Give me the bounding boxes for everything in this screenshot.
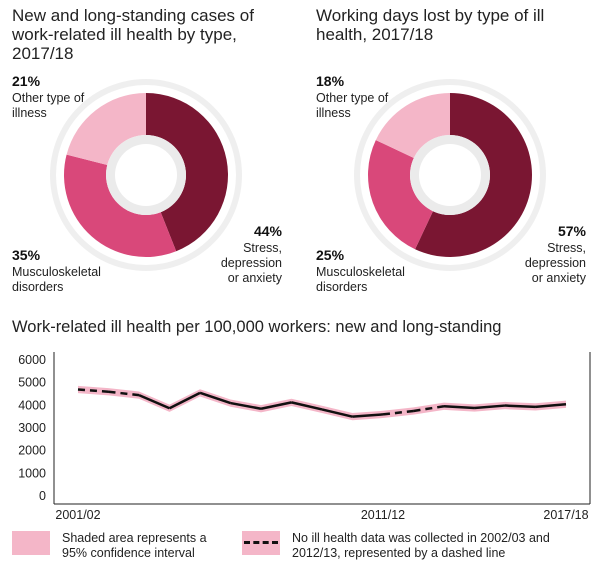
pie2-slice-1: [368, 140, 433, 250]
pie1-stress-pct: 44%: [253, 223, 282, 239]
pie2-stress-pct: 57%: [557, 223, 586, 239]
y-tick-label-3: 3000: [18, 421, 46, 435]
line-segment-13: [474, 404, 506, 410]
line-segment-0: [77, 388, 109, 393]
pie2-msk-pct: 25%: [316, 247, 345, 263]
line-segment-11: [413, 405, 445, 413]
line-chart-title: Work-related ill health per 100,000 work…: [12, 318, 502, 336]
pie2-title: Working days lost by type of ill health,…: [316, 6, 545, 44]
line-segment-9: [352, 413, 384, 418]
pie2-stress-label: Stress, depression or anxiety: [524, 241, 586, 285]
line-segment-10: [382, 409, 414, 416]
line-segment-6: [260, 401, 292, 410]
y-tick-label-2: 2000: [18, 444, 46, 458]
pie1-title: New and long-standing cases of work-rela…: [12, 6, 254, 63]
line-segment-1: [108, 390, 140, 397]
pie2-other-pct: 18%: [316, 73, 345, 89]
line-segment-7: [291, 401, 323, 411]
y-tick-label-1: 1000: [18, 466, 46, 480]
pie2-slice-0: [415, 93, 532, 257]
line-segment-14: [504, 404, 536, 409]
pie1-other-label: Other type of illness: [12, 91, 85, 120]
pie1-other-pct: 21%: [12, 73, 41, 89]
legend-dashed-swatch: [242, 531, 280, 555]
pie2-other-label: Other type of illness: [316, 91, 389, 120]
y-tick-label-6: 6000: [18, 353, 46, 367]
legend-dashed-line: [244, 541, 278, 544]
pie2-hole: [419, 144, 481, 206]
y-tick-label-5: 5000: [18, 376, 46, 390]
legend-shaded-text: Shaded area represents a 95% confidence …: [62, 531, 207, 560]
line-segment-4: [199, 391, 231, 405]
line-segment-2: [138, 393, 170, 410]
pie1-msk-label: Musculoskeletal disorders: [12, 265, 101, 294]
legend-shaded-swatch: [12, 531, 50, 555]
line-segment-5: [230, 401, 262, 410]
line-segment-15: [535, 402, 567, 409]
pie1-slice-0: [146, 93, 228, 252]
pie2-slice-2: [375, 93, 450, 158]
line-segment-8: [321, 408, 353, 418]
legend-dashed-text: No ill health data was collected in 2002…: [292, 531, 550, 560]
line-segment-3: [168, 391, 201, 410]
x-tick-label-0: 2001/02: [55, 508, 100, 522]
pie1-slice-2: [66, 93, 146, 166]
y-tick-label-4: 4000: [18, 398, 46, 412]
pie1-stress-label: Stress, depression or anxiety: [220, 241, 282, 285]
pie1-slice-1: [64, 154, 177, 257]
pie1-msk-pct: 35%: [12, 247, 41, 263]
pie2-msk-label: Musculoskeletal disorders: [316, 265, 405, 294]
line-segment-12: [443, 404, 475, 410]
confidence-band: [78, 385, 566, 421]
pie1-hole: [115, 144, 177, 206]
x-tick-label-2: 2017/18: [543, 508, 588, 522]
x-tick-label-1: 2011/12: [361, 508, 405, 522]
y-tick-label-0: 0: [39, 489, 46, 503]
